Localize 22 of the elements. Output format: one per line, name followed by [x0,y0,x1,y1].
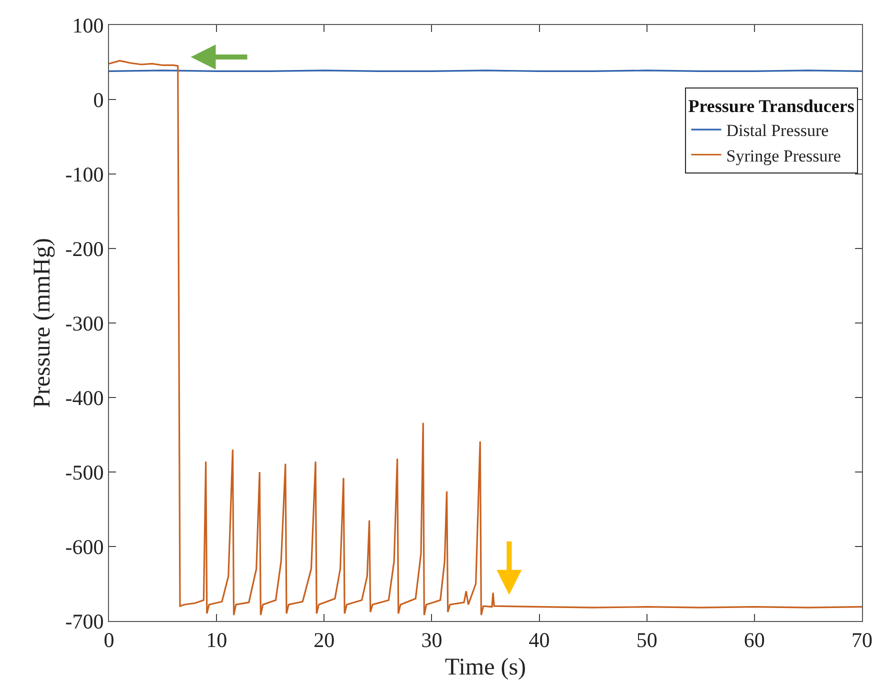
y-tick-label: -600 [65,534,104,559]
x-tick-label: 40 [528,628,550,652]
y-axis-title: Pressure (mmHg) [29,238,56,408]
y-tick-label: -400 [65,386,104,410]
legend-label: Distal Pressure [726,121,829,140]
y-tick-label: -200 [65,236,104,261]
x-tick-label: 10 [206,628,228,652]
x-tick-label: 50 [636,628,658,652]
x-tick-label: 20 [314,628,335,652]
y-tick-label: 100 [72,13,104,38]
y-tick-label: -500 [65,460,104,484]
y-tick-label: -100 [65,162,104,186]
legend-label: Syringe Pressure [726,146,841,166]
y-tick-label: -700 [65,609,104,634]
x-tick-label: 70 [852,628,872,652]
x-tick-label: 60 [744,628,765,652]
y-tick-label: -300 [65,311,104,336]
y-tick-label: 0 [93,88,104,112]
legend-title: Pressure Transducers [688,96,854,116]
line-series [109,60,862,616]
x-axis-title: Time (s) [444,654,526,680]
x-tick-label: 30 [421,628,442,652]
